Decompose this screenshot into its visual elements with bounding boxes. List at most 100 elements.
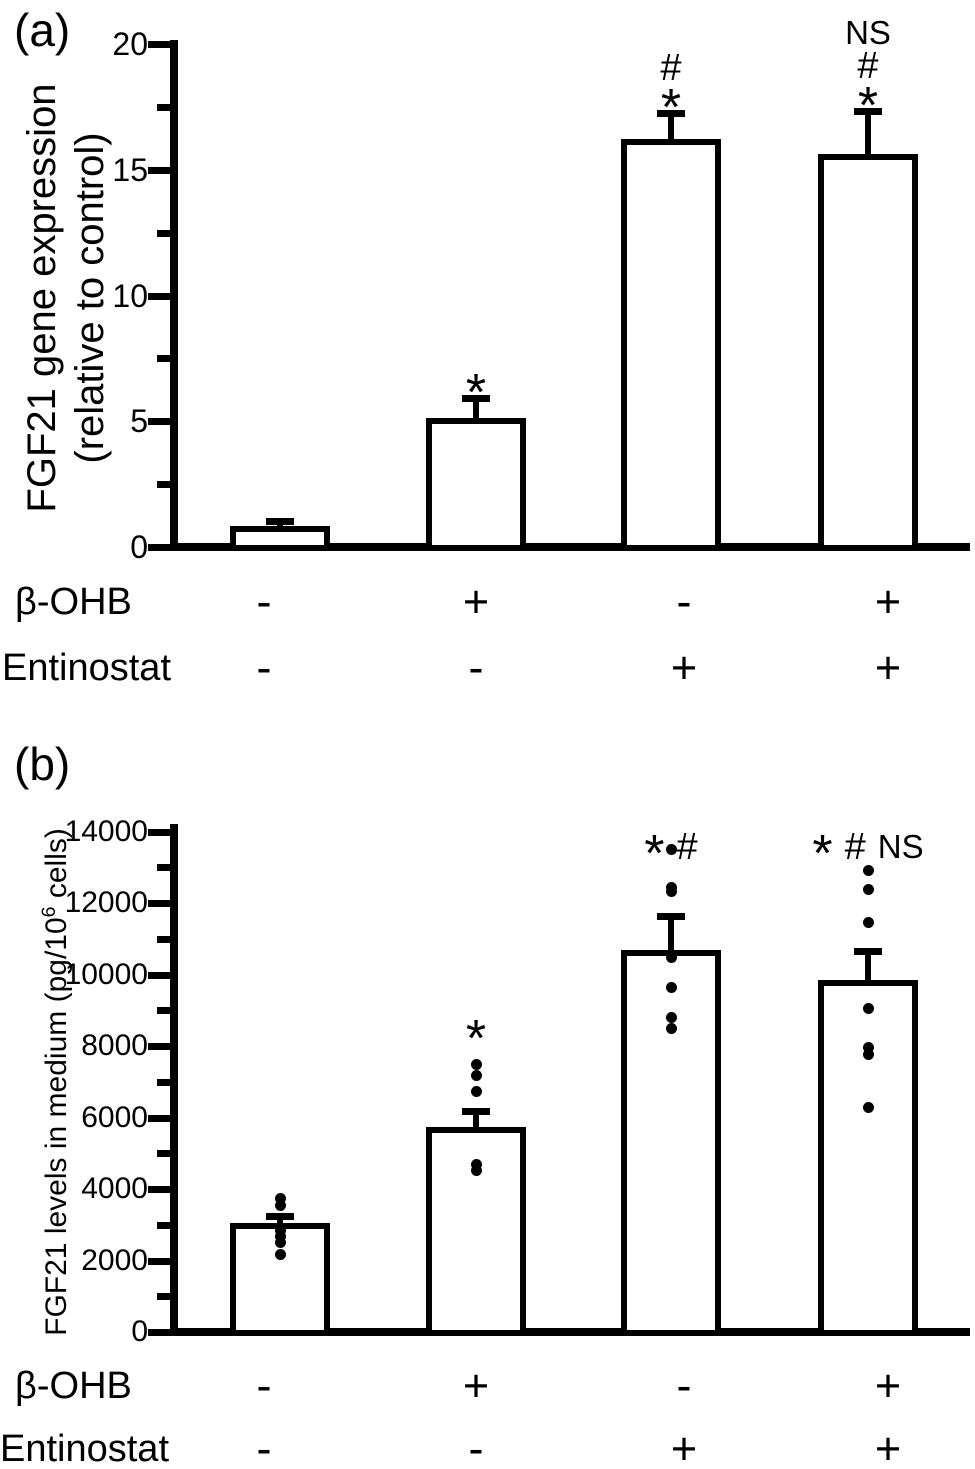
y-axis-tick-label: 4000 bbox=[81, 1172, 148, 1205]
y-axis-tick-label: 0 bbox=[130, 529, 148, 565]
y-axis-tick-label: 8000 bbox=[81, 1029, 148, 1062]
treatment-sign: + bbox=[874, 1423, 902, 1469]
treatment-row-label: β-OHB bbox=[15, 1365, 132, 1407]
data-point-dot bbox=[274, 1236, 286, 1248]
error-bar-stem bbox=[865, 950, 871, 984]
y-axis-major-tick bbox=[148, 1329, 170, 1336]
panel-b-label: (b) bbox=[14, 738, 71, 790]
significance-annotation: * bbox=[788, 80, 948, 132]
error-bar-stem bbox=[668, 113, 674, 142]
data-point-dot bbox=[274, 1200, 286, 1212]
treatment-sign: - bbox=[676, 1360, 692, 1411]
y-axis-major-tick bbox=[148, 828, 170, 836]
bar bbox=[230, 525, 330, 551]
data-point-dot bbox=[274, 1231, 286, 1243]
significance-annotation: * bbox=[386, 1013, 566, 1065]
y-axis-minor-tick bbox=[157, 1150, 170, 1158]
data-point-dot bbox=[665, 843, 677, 855]
y-axis-major-tick bbox=[148, 1257, 170, 1265]
significance-annotation: * # bbox=[581, 825, 761, 880]
data-point-dot bbox=[274, 1224, 286, 1236]
x-axis-line bbox=[170, 543, 970, 551]
y-axis-minor-tick bbox=[157, 481, 170, 489]
y-axis-tick-label: 10 bbox=[112, 277, 148, 314]
significance-annotation: NS bbox=[788, 13, 948, 51]
y-axis-tick-label: 12000 bbox=[64, 886, 148, 919]
bar bbox=[426, 417, 526, 551]
data-point-dot bbox=[862, 1042, 874, 1054]
bar bbox=[818, 980, 918, 1336]
asterisk-mark: * bbox=[465, 1010, 487, 1069]
asterisk-mark: * bbox=[465, 363, 487, 422]
y-axis-minor-tick bbox=[157, 1221, 170, 1229]
y-axis-major-tick bbox=[148, 41, 170, 48]
y-axis-tick-label: 14000 bbox=[64, 814, 148, 848]
asterisk-mark: * bbox=[857, 76, 879, 135]
treatment-row-label: β-OHB bbox=[15, 581, 132, 623]
hash-mark: # bbox=[660, 47, 682, 90]
data-point-dot bbox=[274, 1192, 286, 1204]
data-point-dot bbox=[862, 916, 874, 928]
treatment-sign: - bbox=[256, 576, 272, 627]
treatment-row-label: Entinostat bbox=[2, 647, 171, 689]
treatment-sign: - bbox=[256, 1360, 272, 1411]
error-bar-cap bbox=[854, 947, 882, 955]
y-axis-minor-tick bbox=[157, 103, 170, 111]
treatment-row-label: Entinostat bbox=[0, 1428, 169, 1469]
asterisk-mark: * bbox=[660, 79, 682, 138]
error-bar-stem bbox=[668, 915, 674, 953]
data-point-dot bbox=[470, 1086, 482, 1098]
treatment-sign: + bbox=[462, 576, 490, 627]
x-axis-line bbox=[170, 1328, 970, 1336]
error-bar-cap bbox=[854, 107, 882, 115]
y-axis-line bbox=[170, 824, 178, 1336]
y-axis-minor-tick bbox=[157, 864, 170, 872]
treatment-sign: - bbox=[468, 1423, 484, 1469]
data-point-dot bbox=[665, 1022, 677, 1034]
treatment-sign: + bbox=[670, 642, 698, 693]
error-bar-cap bbox=[266, 517, 294, 525]
significance-annotation: * bbox=[396, 367, 556, 419]
y-axis-minor-tick bbox=[157, 935, 170, 943]
treatment-sign: + bbox=[670, 1423, 698, 1469]
error-bar-stem bbox=[277, 1215, 283, 1227]
panel-a-label: (a) bbox=[14, 4, 71, 56]
significance-annotation: # bbox=[788, 44, 948, 87]
data-point-dot bbox=[470, 1164, 482, 1176]
y-axis-major-tick bbox=[148, 1114, 170, 1122]
y-axis-line bbox=[170, 40, 178, 551]
bar bbox=[621, 949, 721, 1336]
data-point-dot bbox=[665, 951, 677, 963]
error-bar-stem bbox=[473, 397, 479, 421]
data-point-dot bbox=[665, 981, 677, 993]
data-point-dot bbox=[862, 884, 874, 896]
data-point-dot bbox=[470, 1058, 482, 1070]
bar bbox=[818, 153, 918, 551]
hash-mark: # bbox=[676, 825, 698, 868]
error-bar-cap bbox=[657, 110, 685, 118]
y-axis-tick-label: 6000 bbox=[81, 1100, 148, 1134]
treatment-sign: - bbox=[468, 642, 484, 693]
error-bar-cap bbox=[462, 1107, 490, 1115]
treatment-sign: + bbox=[874, 576, 902, 627]
asterisk-mark: * bbox=[812, 824, 833, 883]
ns-mark: NS bbox=[845, 13, 891, 51]
y-axis-minor-tick bbox=[157, 355, 170, 363]
y-axis-major-tick bbox=[148, 544, 170, 551]
y-axis-major-tick bbox=[148, 971, 170, 979]
y-axis-major-tick bbox=[148, 1186, 170, 1193]
y-axis-tick-label: 15 bbox=[112, 151, 148, 188]
y-axis-minor-tick bbox=[157, 1007, 170, 1015]
y-axis-tick-label: 0 bbox=[131, 1315, 148, 1348]
y-axis-major-tick bbox=[148, 166, 170, 174]
treatment-sign: + bbox=[874, 1360, 902, 1411]
bar bbox=[426, 1126, 526, 1336]
data-point-dot bbox=[470, 1158, 482, 1170]
y-axis-minor-tick bbox=[157, 1293, 170, 1301]
error-bar-stem bbox=[865, 110, 871, 157]
hash-mark: # bbox=[857, 44, 879, 87]
y-axis-major-tick bbox=[148, 418, 170, 426]
y-axis-tick-label: 5 bbox=[130, 403, 148, 440]
